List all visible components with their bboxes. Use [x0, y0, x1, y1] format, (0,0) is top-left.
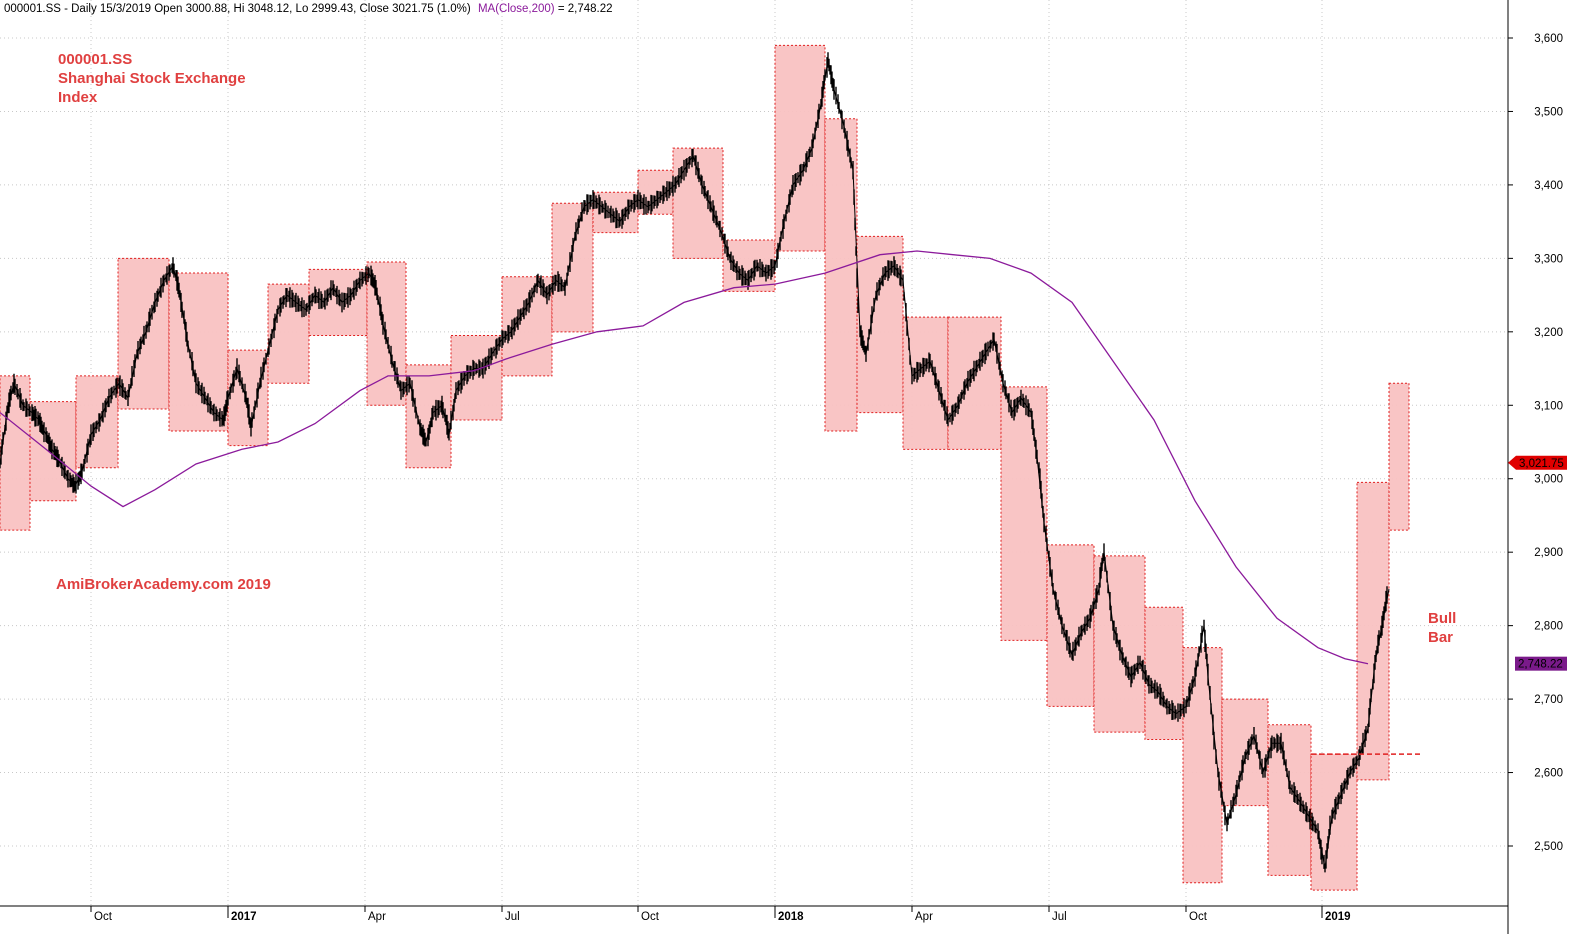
x-tick-label: 2019	[1325, 911, 1351, 923]
ma-tag: 2,748.22	[1518, 659, 1563, 671]
range-box	[551, 202, 594, 333]
header-info: 000001.SS - Daily 15/3/2019 Open 3000.88…	[4, 3, 471, 15]
y-tick-label: 3,400	[1534, 180, 1563, 192]
bull-bar-label-line-2: Bar	[1428, 629, 1453, 646]
range-box	[856, 235, 904, 414]
y-tick-label: 2,500	[1534, 841, 1563, 853]
last-price-tag: 3,021.75	[1519, 458, 1564, 470]
chart-header: 000001.SS - Daily 15/3/2019 Open 3000.88…	[4, 3, 613, 15]
y-tick-label: 3,000	[1534, 474, 1563, 486]
range-box	[1000, 386, 1048, 641]
price-series	[0, 52, 1390, 873]
title-line-1: 000001.SS	[58, 51, 132, 68]
watermark: AmiBrokerAcademy.com 2019	[56, 576, 271, 593]
range-box	[1267, 724, 1312, 876]
y-tick-label: 2,900	[1534, 547, 1563, 559]
ma-value: = 2,748.22	[558, 3, 613, 15]
x-tick-label: Jul	[1052, 911, 1067, 923]
price-axis: 2,500 2,600 2,700 2,800 2,900 3,000 3,100 3,200…	[1508, 33, 1563, 853]
ma-label: MA(Close,200)	[478, 3, 555, 15]
x-tick-label: Oct	[1189, 911, 1208, 923]
range-box	[168, 272, 229, 432]
ma-tag-shape	[1515, 656, 1567, 671]
x-tick-label: Oct	[641, 911, 660, 923]
x-tick-label: 2018	[778, 911, 804, 923]
range-box	[1046, 544, 1095, 707]
range-box	[1356, 481, 1390, 781]
ma-line	[0, 250, 1369, 665]
price-line	[0, 59, 1390, 869]
y-tick-label: 3,300	[1534, 253, 1563, 265]
range-box	[947, 316, 1002, 450]
y-tick-label: 3,600	[1534, 33, 1563, 45]
x-tick-label: Apr	[368, 911, 386, 923]
title-line-3: Index	[58, 89, 98, 106]
y-tick-label: 2,800	[1534, 621, 1563, 633]
y-tick-label: 3,500	[1534, 106, 1563, 118]
value-tags: 3,021.75 2,748.22	[1508, 455, 1567, 671]
y-tick-label: 3,100	[1534, 400, 1563, 412]
range-box	[1182, 647, 1223, 884]
date-axis: Oct 2017 Apr Jul Oct 2018 Apr Jul Oct 2019	[90, 906, 1351, 923]
range-box	[1388, 382, 1410, 531]
x-tick-label: Apr	[915, 911, 933, 923]
gridlines	[0, 0, 1508, 906]
y-tick-label: 2,700	[1534, 694, 1563, 706]
y-tick-label: 2,600	[1534, 768, 1563, 780]
range-box	[0, 375, 31, 531]
range-box	[902, 316, 949, 450]
y-tick-label: 3,200	[1534, 327, 1563, 339]
last-price-tag-shape	[1508, 455, 1567, 470]
x-tick-label: Jul	[505, 911, 520, 923]
range-box	[824, 118, 858, 432]
x-tick-label: 2017	[231, 911, 257, 923]
title-line-2: Shanghai Stock Exchange	[58, 70, 246, 87]
x-tick-label: Oct	[94, 911, 113, 923]
bull-bar-label-line-1: Bull	[1428, 610, 1456, 627]
